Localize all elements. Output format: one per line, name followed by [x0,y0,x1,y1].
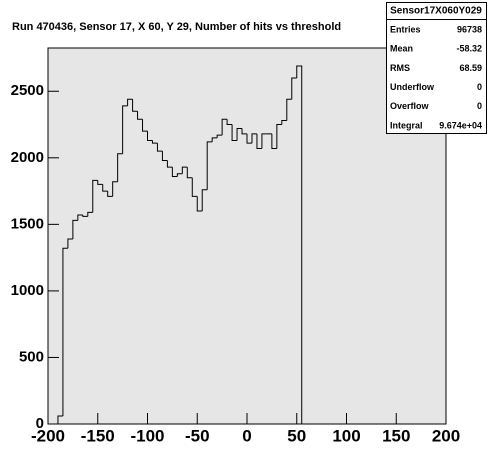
histogram-bin [221,118,228,136]
histogram-bin [216,134,223,138]
stats-label: Mean [390,44,413,54]
histogram-bin [231,124,238,142]
histogram-bin [67,238,73,249]
histogram-bin [62,247,68,417]
histogram-bin [137,111,143,120]
y-tick-label: 500 [19,348,44,365]
histogram-bin [286,98,292,121]
y-tick-label: 2000 [11,149,44,166]
histogram-bin [226,119,233,126]
x-tick-label: -50 [185,426,210,445]
histogram-bin [296,65,303,424]
histogram-bin [261,133,267,149]
stats-value: 0 [477,101,482,111]
histogram-bin [142,119,148,132]
histogram-bin [191,177,198,197]
histogram-bin [132,99,138,112]
histogram-bin [122,105,128,154]
histogram-bin [82,215,88,217]
stats-title: Sensor17X060Y029 [390,6,482,17]
histogram-bin [211,137,218,142]
histogram-bin [117,153,123,182]
histogram-bin [176,173,183,177]
y-tick-label: 1000 [11,282,44,299]
histogram-bin [206,141,213,190]
histogram-bin [186,167,193,179]
histogram-bin [256,133,262,149]
histogram-bin [171,167,178,177]
histogram-bin [161,151,168,161]
histogram-bin [276,124,282,149]
stats-value: 96738 [457,24,482,34]
histogram-bin [271,133,277,149]
histogram-bin [57,415,63,424]
histogram-bin [127,98,133,106]
stats-value: 0 [477,82,482,92]
x-tick-label: -200 [31,426,65,445]
x-tick-label: 100 [332,426,360,445]
x-tick-label: 150 [382,426,410,445]
y-tick-label: 0 [36,415,44,432]
x-tick-label: -150 [81,426,115,445]
histogram-bin [236,128,243,141]
stats-value: 9.674e+04 [439,120,482,130]
histogram-bin [196,196,203,212]
stats-label: RMS [390,63,410,73]
histogram-bin [241,128,247,135]
histogram-bin [112,181,118,197]
stats-box [386,2,487,134]
histogram-bin [147,131,153,142]
stats-label: Underflow [390,82,435,92]
stats-value: 68.59 [459,63,482,73]
histogram-bin [77,214,83,221]
histogram-bin [97,180,103,185]
stats-label: Integral [390,120,423,130]
histogram-bin [151,140,158,144]
histogram-bin [102,184,108,192]
histogram-bin [92,179,98,213]
x-tick-label: -100 [130,426,164,445]
x-tick-label: 0 [242,426,251,445]
histogram-bin [181,166,188,174]
histogram-bin [201,189,208,212]
x-tick-label: 200 [432,426,460,445]
plot-frame [47,47,447,425]
histogram-bin [107,191,113,197]
histogram-bin [246,133,252,144]
histogram-bin [72,219,78,239]
stats-value: -58.32 [456,44,482,54]
histogram-bin [251,133,257,144]
stats-label: Overflow [390,101,430,111]
chart-title: Run 470436, Sensor 17, X 60, Y 29, Numbe… [12,21,341,33]
histogram-bin [166,160,173,168]
histogram-bin [156,143,163,152]
y-tick-label: 1500 [11,215,44,232]
y-tick-label: 2500 [11,82,44,99]
histogram-bin [281,120,287,125]
histogram-bin [291,77,297,100]
histogram-bin [87,211,93,217]
x-tick-label: 50 [287,426,306,445]
stats-label: Entries [390,24,421,34]
